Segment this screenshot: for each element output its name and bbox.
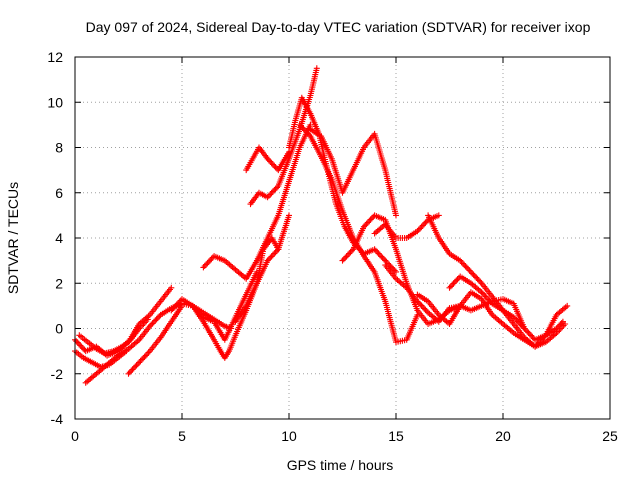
plot-area [72, 65, 571, 386]
series-sat-h [200, 121, 314, 282]
x-tick-label: 0 [71, 428, 79, 444]
series-sat-k [247, 65, 320, 208]
series-sat-i [232, 212, 292, 325]
data-point-markers [307, 126, 399, 219]
y-tick-label: 2 [55, 275, 63, 291]
data-point-markers [247, 65, 320, 208]
axes: 0 5 10 15 20 25 -4 -2 0 2 4 6 8 10 12 [47, 49, 618, 444]
x-tick-label: 5 [178, 428, 186, 444]
y-axis-label: SDTVAR / TECUs [5, 182, 21, 294]
series-sat-e [76, 316, 151, 357]
data-point-markers [125, 302, 185, 377]
series-sat-r [382, 262, 571, 343]
y-tick-label: 6 [55, 185, 63, 201]
y-tick-label: 12 [47, 49, 63, 65]
series-sat-g [189, 246, 282, 361]
data-point-markers [371, 212, 442, 241]
y-tick-label: -4 [51, 411, 64, 427]
series-sat-j [243, 144, 292, 174]
data-point-markers [200, 121, 314, 282]
x-axis-label: GPS time / hours [287, 457, 394, 473]
data-point-markers [76, 316, 151, 357]
series-sat-d [125, 302, 185, 377]
y-tick-label: -2 [51, 366, 64, 382]
y-tick-label: 10 [47, 94, 63, 110]
series-sat-o [339, 212, 464, 327]
series-sat-t [446, 273, 569, 350]
chart-title: Day 097 of 2024, Sidereal Day-to-day VTE… [86, 19, 591, 35]
y-tick-label: 4 [55, 230, 63, 246]
data-point-markers [189, 246, 282, 361]
x-tick-label: 20 [495, 428, 511, 444]
y-tick-label: 8 [55, 140, 63, 156]
data-point-markers [296, 121, 421, 346]
x-tick-label: 25 [602, 428, 618, 444]
series-sat-n [307, 126, 399, 219]
data-point-markers [243, 144, 292, 174]
data-point-markers [339, 212, 464, 327]
data-point-markers [446, 273, 569, 350]
grid [75, 57, 610, 419]
data-point-markers [382, 262, 571, 343]
x-tick-label: 10 [281, 428, 297, 444]
data-point-markers [232, 212, 292, 325]
series-sat-p [371, 212, 442, 241]
x-tick-label: 15 [388, 428, 404, 444]
series-sat-m [296, 121, 421, 346]
y-tick-label: 0 [55, 321, 63, 337]
